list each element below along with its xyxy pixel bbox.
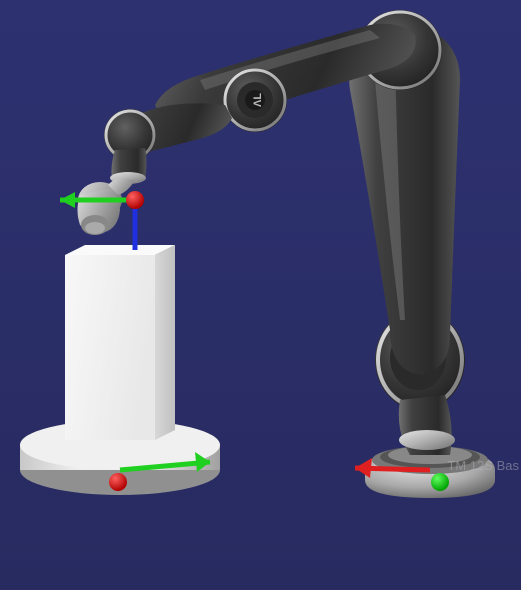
robot-joint-shoulder: ΛL <box>223 68 287 132</box>
viewport-3d[interactable]: ΛL <box>0 0 521 590</box>
svg-text:ΛL: ΛL <box>252 93 264 107</box>
fixture-block <box>65 245 175 440</box>
scene-svg[interactable]: ΛL <box>0 0 521 590</box>
